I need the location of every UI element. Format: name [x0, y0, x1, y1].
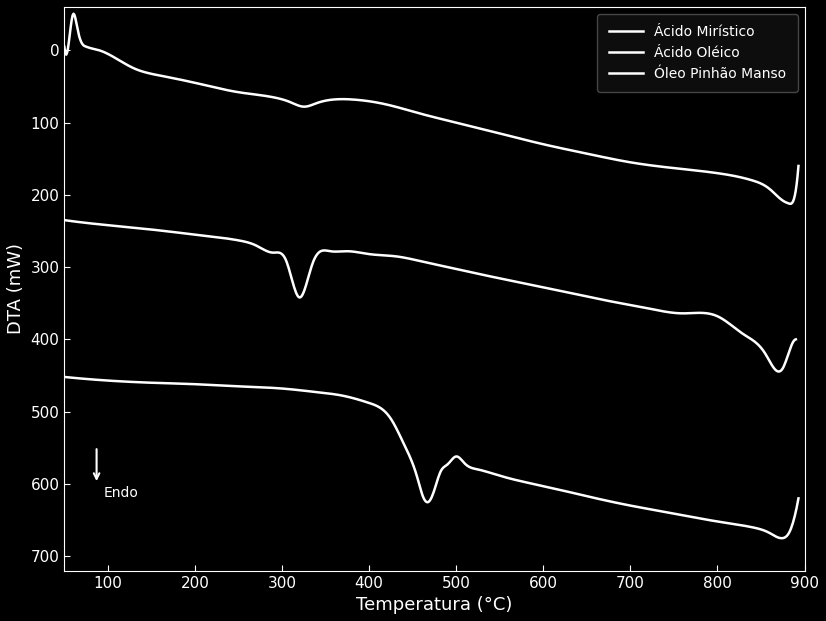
Legend: Ácido Mirístico, Ácido Oléico, Óleo Pinhão Manso: Ácido Mirístico, Ácido Oléico, Óleo Pinh… [597, 14, 798, 92]
Ácido Oléico [484, 273, 494, 280]
Text: Endo: Endo [103, 486, 139, 500]
Ácido Oléico [59, 216, 69, 224]
Óleo Pinhão Manso [104, 377, 114, 384]
Y-axis label: DTA (mW): DTA (mW) [7, 243, 25, 334]
Óleo Pinhão Manso [486, 469, 496, 477]
Ácido Oléico [615, 299, 624, 307]
Óleo Pinhão Manso [616, 500, 626, 507]
Óleo Pinhão Manso [691, 514, 701, 522]
Ácido Mirístico [106, 52, 116, 59]
Ácido Mirístico [69, 10, 78, 17]
Óleo Pinhão Manso [59, 373, 69, 381]
Line: Óleo Pinhão Manso: Óleo Pinhão Manso [64, 377, 799, 538]
Ácido Oléico [689, 309, 699, 317]
Óleo Pinhão Manso [527, 480, 537, 487]
Óleo Pinhão Manso [777, 535, 787, 542]
Ácido Mirístico [528, 138, 538, 145]
Ácido Oléico [773, 368, 783, 375]
Ácido Oléico [503, 276, 513, 284]
Ácido Mirístico [692, 167, 702, 175]
Óleo Pinhão Manso [794, 495, 804, 502]
Ácido Mirístico [59, 43, 69, 50]
Óleo Pinhão Manso [505, 475, 515, 483]
Ácido Mirístico [786, 200, 795, 207]
Ácido Mirístico [506, 132, 516, 140]
X-axis label: Temperatura (°C): Temperatura (°C) [356, 596, 513, 614]
Line: Ácido Mirístico: Ácido Mirístico [64, 14, 799, 204]
Ácido Mirístico [794, 162, 804, 170]
Ácido Mirístico [617, 157, 627, 165]
Ácido Oléico [104, 222, 114, 229]
Line: Ácido Oléico: Ácido Oléico [64, 220, 795, 371]
Ácido Oléico [525, 281, 535, 288]
Ácido Mirístico [487, 127, 496, 135]
Ácido Oléico [790, 336, 800, 343]
